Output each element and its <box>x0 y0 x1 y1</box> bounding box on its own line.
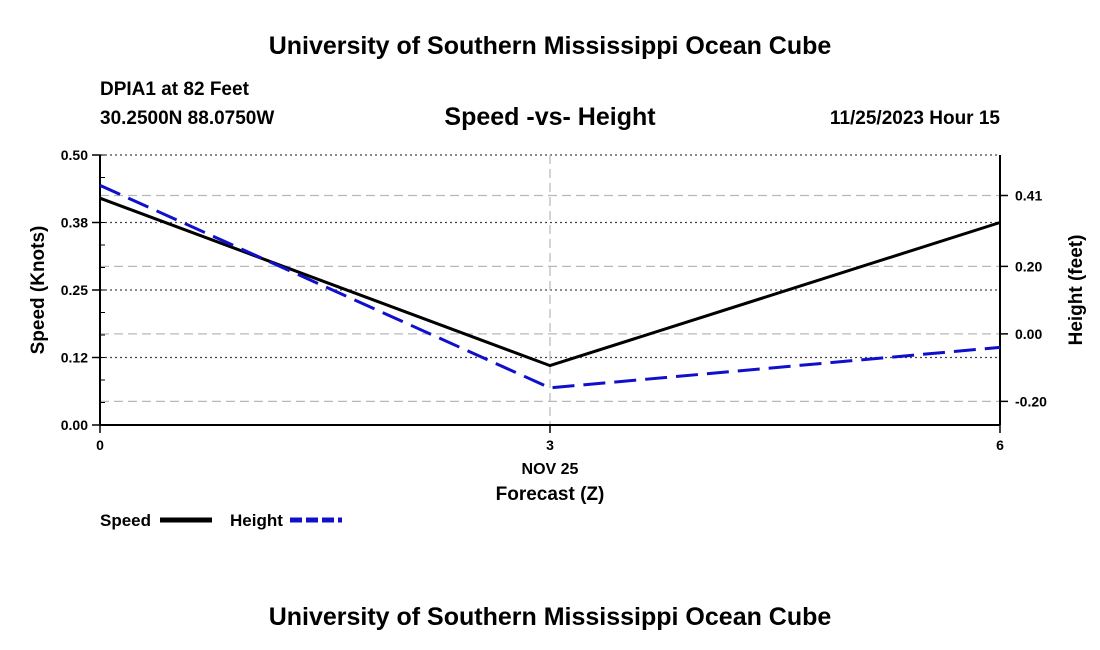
y-right-tick-label: 0.41 <box>1015 188 1042 204</box>
grid-lines <box>100 154 1000 426</box>
datetime-label: 11/25/2023 Hour 15 <box>830 108 1000 129</box>
series-line-height <box>99 184 1001 390</box>
y-left-tick-label: 0.50 <box>61 147 88 163</box>
x-tick-label: 3 <box>546 437 554 453</box>
legend-label-speed: Speed <box>100 511 151 530</box>
x-tick-label: 0 <box>96 437 104 453</box>
footer-title: University of Southern Mississippi Ocean… <box>269 603 832 631</box>
coordinates-label: 30.2500N 88.0750W <box>100 108 274 129</box>
y-left-tick-label: 0.38 <box>61 215 88 231</box>
legend: Speed Height <box>100 511 342 530</box>
y-axis-right-label: Height (feet) <box>1066 235 1087 346</box>
x-date-label: NOV 25 <box>522 461 579 478</box>
y-left-tick-label: 0.25 <box>61 282 88 298</box>
y-axis-left-label: Speed (Knots) <box>28 226 49 355</box>
tick-labels: 0.00 0.12 0.25 0.38 0.50 -0.20 0.00 0.20 0.41 0 3 6 <box>61 147 1047 453</box>
x-tick-label: 6 <box>996 437 1004 453</box>
y-left-tick-label: 0.00 <box>61 417 88 433</box>
y-right-tick-label: -0.20 <box>1015 393 1047 409</box>
y-right-tick-label: 0.20 <box>1015 258 1042 274</box>
y-left-tick-label: 0.12 <box>61 350 88 366</box>
page-title: University of Southern Mississippi Ocean… <box>269 32 832 60</box>
chart-title: Speed -vs- Height <box>444 103 656 131</box>
x-axis-label: Forecast (Z) <box>496 484 605 505</box>
station-label: DPIA1 at 82 Feet <box>100 79 250 100</box>
legend-label-height: Height <box>230 511 283 530</box>
axes <box>92 154 1008 433</box>
y-right-tick-label: 0.00 <box>1015 326 1042 342</box>
series-lines <box>99 184 1001 390</box>
